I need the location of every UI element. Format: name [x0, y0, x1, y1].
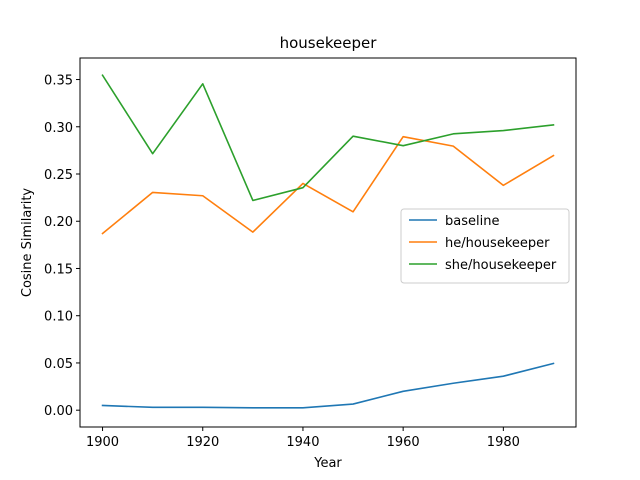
x-tick-label: 1960 [387, 435, 420, 450]
legend-box [400, 208, 570, 284]
plot-area [101, 74, 555, 409]
x-tick-label: 1900 [86, 435, 119, 450]
y-tick-label: 0.35 [44, 74, 73, 89]
axes-frame [79, 57, 577, 428]
y-tick-label: 0.15 [44, 262, 73, 277]
legend: baseline he/housekeeper she/housekeeper [400, 208, 570, 284]
x-tick-label: 1980 [487, 435, 520, 450]
y-axis-label: Cosine Similarity [20, 188, 35, 298]
y-tick-label: 0.10 [44, 310, 73, 325]
x-tick-label: 1940 [286, 435, 319, 450]
axis-ticks: 1900 1920 1940 1960 1980 0.00 0.05 0.10 0.15 0.20… [44, 74, 520, 450]
legend-label-2: she/housekeeper [445, 258, 557, 273]
series-line-0 [101, 362, 555, 409]
y-tick-label: 0.30 [44, 121, 73, 136]
legend-label-1: he/housekeeper [445, 236, 550, 251]
x-tick-label: 1920 [186, 435, 219, 450]
chart-title: housekeeper [280, 34, 378, 52]
y-tick-label: 0.00 [44, 404, 73, 419]
legend-label-0: baseline [445, 214, 499, 229]
series-line-1 [101, 135, 555, 235]
x-axis-label: Year [313, 456, 342, 471]
series-line-2 [101, 74, 555, 202]
y-tick-label: 0.20 [44, 215, 73, 230]
y-tick-label: 0.05 [44, 357, 73, 372]
y-tick-label: 0.25 [44, 168, 73, 183]
